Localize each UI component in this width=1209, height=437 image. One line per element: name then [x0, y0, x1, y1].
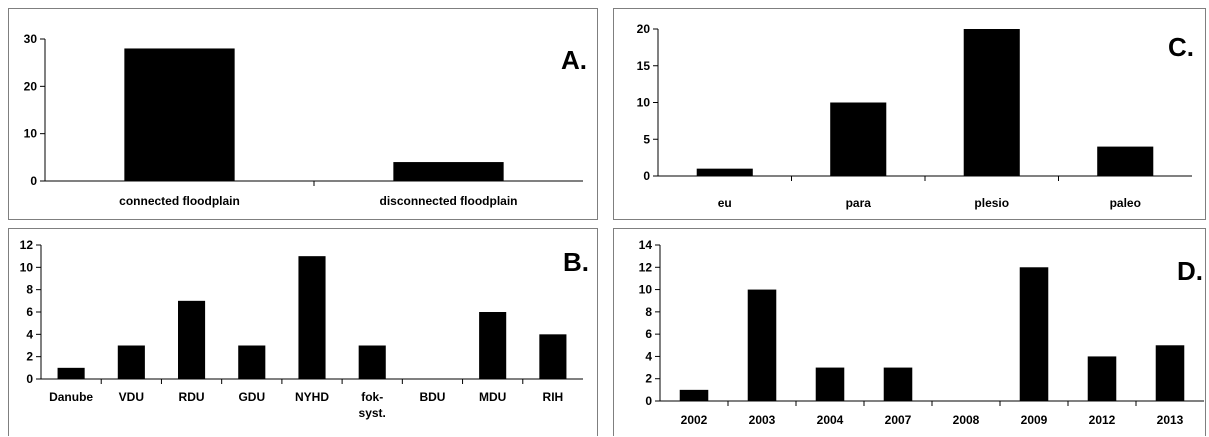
y-tick-label: 14: [639, 238, 653, 252]
x-category-label: 2009: [1021, 413, 1048, 427]
x-category-label: 2013: [1157, 413, 1184, 427]
chart-panel-d: 0 2 4 6 8 10 12 14 2002 2003 2004 2007 2008 2009 2012 2…: [613, 228, 1206, 436]
x-category-label: 2002: [681, 413, 708, 427]
y-tick-label: 0: [643, 169, 650, 183]
x-category-label: VDU: [119, 390, 144, 404]
bar-connected-floodplain: [124, 48, 235, 181]
x-category-label: 2008: [953, 413, 980, 427]
bar-2012: [1087, 356, 1117, 401]
chart-panel-c: 0 5 10 15 20 eu para plesio paleo C.: [613, 8, 1206, 220]
y-tick-label: 4: [26, 327, 33, 341]
bar-eu: [696, 168, 753, 176]
x-category-label: BDU: [419, 390, 445, 404]
panel-label: A.: [561, 45, 587, 75]
x-category-label: 2004: [817, 413, 844, 427]
bar-gdu: [238, 345, 266, 379]
y-tick-label: 12: [639, 260, 653, 274]
y-tick-label: 0: [26, 372, 33, 386]
y-tick-label: 0: [30, 174, 37, 188]
bar-disconnected-floodplain: [393, 162, 504, 181]
y-tick-label: 8: [645, 305, 652, 319]
x-category-label: 2012: [1089, 413, 1116, 427]
bar-2003: [747, 289, 777, 401]
x-category-label: GDU: [238, 390, 265, 404]
x-category-label: MDU: [479, 390, 506, 404]
chart-c: 0 5 10 15 20 eu para plesio paleo C.: [637, 22, 1194, 210]
bar-2009: [1019, 267, 1049, 401]
y-tick-label: 2: [26, 350, 33, 364]
panel-label: B.: [563, 247, 589, 277]
y-tick-label: 4: [645, 349, 652, 363]
x-category-label: 2007: [885, 413, 912, 427]
x-category-label: para: [846, 196, 872, 210]
chart-panel-a: 0 10 20 30 connected floodplain disconnected …: [8, 8, 598, 220]
x-category-label: paleo: [1110, 196, 1141, 210]
bar-fok-syst-: [358, 345, 386, 379]
y-tick-label: 8: [26, 283, 33, 297]
bar-para: [830, 102, 887, 176]
chart-d: 0 2 4 6 8 10 12 14 2002 2003 2004 2007 2008 2009 2012 2…: [639, 238, 1204, 427]
y-tick-label: 30: [24, 32, 38, 46]
bar-2004: [815, 367, 845, 401]
chart-a: 0 10 20 30 connected floodplain disconnected …: [24, 32, 587, 208]
x-category-label: RIH: [543, 390, 564, 404]
panel-label: C.: [1168, 32, 1194, 62]
x-category-label: eu: [718, 196, 732, 210]
x-category-label: disconnected floodplain: [379, 194, 517, 208]
x-category-label: 2003: [749, 413, 776, 427]
y-tick-label: 10: [20, 260, 34, 274]
chart-b: 0 2 4 6 8 10 12 Danube VDU RDU GDU NYHD fok-syst. BDU…: [20, 238, 589, 420]
y-tick-label: 6: [26, 305, 33, 319]
bar-2007: [883, 367, 913, 401]
chart-panel-b: 0 2 4 6 8 10 12 Danube VDU RDU GDU NYHD fok-syst. BDU…: [8, 228, 598, 436]
y-tick-label: 20: [637, 22, 651, 36]
y-tick-label: 12: [20, 238, 34, 252]
panel-label: D.: [1177, 256, 1203, 286]
bar-rdu: [178, 300, 206, 379]
y-tick-label: 0: [645, 394, 652, 408]
y-tick-label: 10: [637, 96, 651, 110]
y-tick-label: 20: [24, 79, 38, 93]
bar-2013: [1155, 345, 1185, 401]
bar-danube: [57, 367, 85, 379]
y-tick-label: 10: [639, 283, 653, 297]
bar-paleo: [1097, 146, 1154, 176]
x-category-label: NYHD: [295, 390, 329, 404]
bar-nyhd: [298, 256, 326, 379]
y-tick-label: 5: [643, 132, 650, 146]
bar-rih: [539, 334, 567, 379]
bar-2002: [679, 389, 709, 401]
x-category-label: Danube: [49, 390, 93, 404]
bar-plesio: [963, 29, 1020, 176]
bar-vdu: [117, 345, 145, 379]
y-tick-label: 15: [637, 59, 651, 73]
y-tick-label: 2: [645, 372, 652, 386]
x-category-label: connected floodplain: [119, 194, 240, 208]
bar-mdu: [479, 312, 507, 379]
y-tick-label: 6: [645, 327, 652, 341]
x-category-label: plesio: [974, 196, 1009, 210]
x-category-label: RDU: [179, 390, 205, 404]
y-tick-label: 10: [24, 127, 38, 141]
x-category-label: fok-syst.: [359, 390, 386, 420]
